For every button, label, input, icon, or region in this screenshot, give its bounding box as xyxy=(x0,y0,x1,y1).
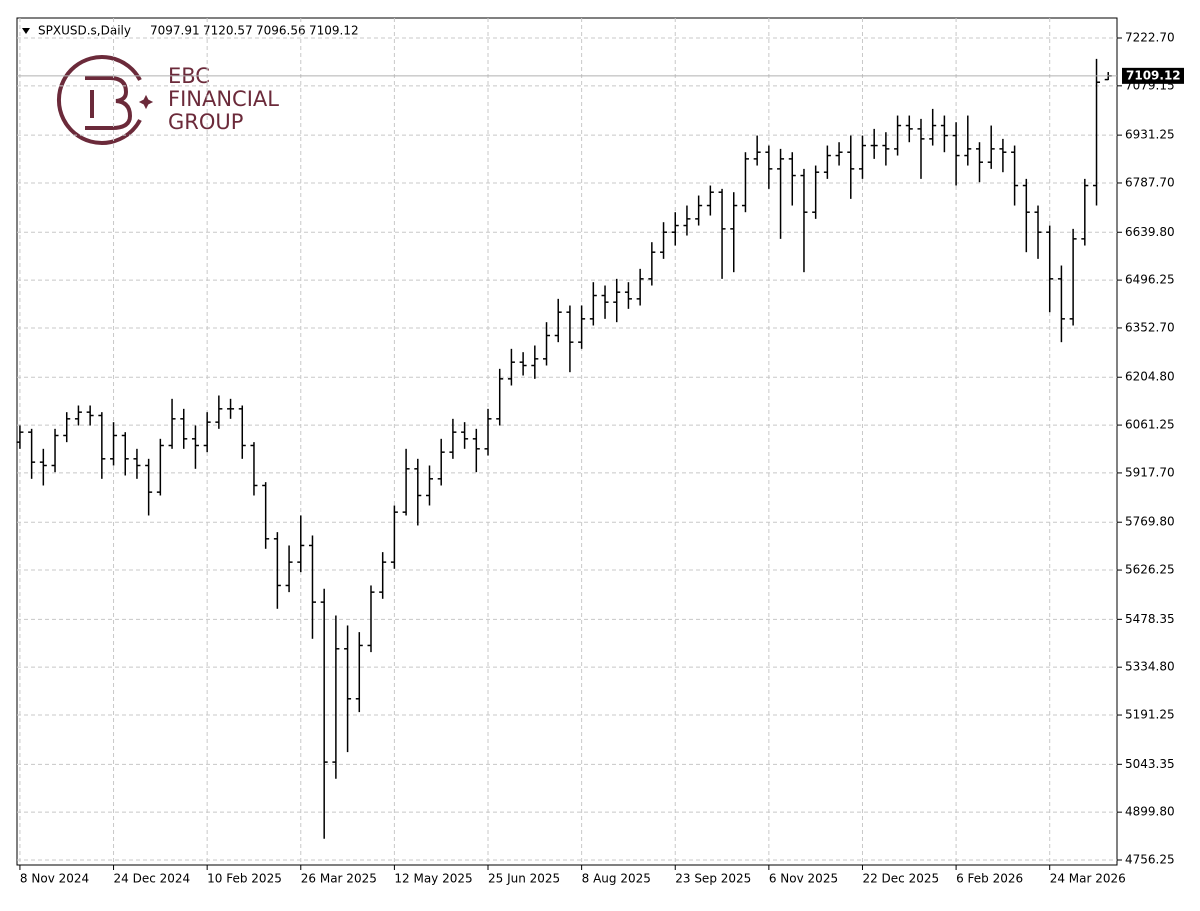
y-tick-label: 6352.70 xyxy=(1125,320,1175,334)
header-close: 7109.12 xyxy=(309,24,359,38)
y-tick-label: 5478.35 xyxy=(1125,612,1175,626)
x-tick-label: 6 Feb 2026 xyxy=(956,872,1023,886)
y-tick-label: 5191.25 xyxy=(1125,708,1175,722)
x-tick-label: 25 Jun 2025 xyxy=(488,872,560,886)
header-high: 7120.57 xyxy=(203,24,253,38)
y-tick-label: 4899.80 xyxy=(1125,805,1175,819)
y-tick-label: 5917.70 xyxy=(1125,465,1175,479)
x-tick-label: 8 Aug 2025 xyxy=(582,872,651,886)
y-tick-label: 5626.25 xyxy=(1125,563,1175,577)
y-tick-label: 5334.80 xyxy=(1125,660,1175,674)
header-open: 7097.91 xyxy=(150,24,200,38)
y-tick-label: 5043.35 xyxy=(1125,757,1175,771)
y-tick-label: 5769.80 xyxy=(1125,515,1175,529)
header-low: 7096.56 xyxy=(256,24,306,38)
x-tick-label: 8 Nov 2024 xyxy=(20,872,89,886)
x-tick-label: 24 Dec 2024 xyxy=(114,872,191,886)
x-tick-label: 26 Mar 2025 xyxy=(301,872,377,886)
price-label: 7109.12 xyxy=(1126,68,1181,82)
y-tick-label: 7222.70 xyxy=(1125,30,1175,44)
y-tick-label: 6931.25 xyxy=(1125,128,1175,142)
y-tick-label: 6639.80 xyxy=(1125,225,1175,239)
x-tick-label: 22 Dec 2025 xyxy=(862,872,939,886)
logo-b xyxy=(85,76,133,130)
logo-star xyxy=(138,94,154,110)
y-tick-label: 4756.25 xyxy=(1125,853,1175,867)
chart-title: SPXUSD.s,Daily xyxy=(38,24,131,38)
y-tick-label: 6496.25 xyxy=(1125,273,1175,287)
logo xyxy=(56,55,154,145)
logo-text: GROUP xyxy=(168,110,243,134)
y-tick-label: 6787.70 xyxy=(1125,175,1175,189)
x-tick-label: 10 Feb 2025 xyxy=(207,872,282,886)
price-box xyxy=(1122,67,1184,84)
logo-ring xyxy=(56,55,142,145)
x-tick-label: 6 Nov 2025 xyxy=(769,872,838,886)
x-tick-label: 23 Sep 2025 xyxy=(675,872,751,886)
x-tick-label: 24 Mar 2026 xyxy=(1050,872,1126,886)
y-tick-label: 6204.80 xyxy=(1125,370,1175,384)
collapse-arrow[interactable] xyxy=(22,28,30,34)
y-tick-label: 6061.25 xyxy=(1125,418,1175,432)
logo-text: FINANCIAL xyxy=(168,87,279,111)
x-tick-label: 12 May 2025 xyxy=(394,872,472,886)
